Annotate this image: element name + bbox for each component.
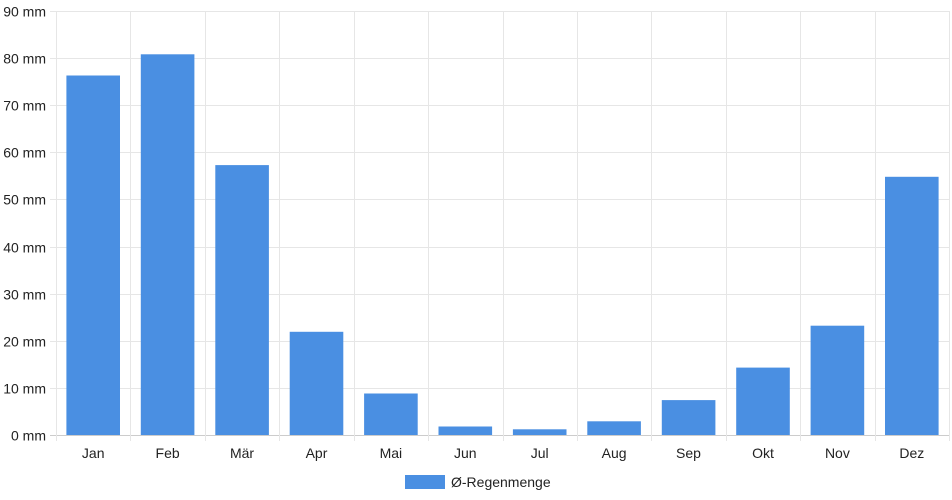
x-tick-label: Jan [82,445,105,461]
x-tick-label: Apr [306,445,328,461]
y-tick-label: 60 mm [3,145,46,161]
bar-mai[interactable] [364,393,418,436]
bar-jul[interactable] [512,429,567,435]
bar-nov[interactable] [810,325,865,435]
x-tick-label: Mai [380,445,403,461]
legend-label: Ø-Regenmenge [451,474,551,490]
x-tick-label: Dez [899,445,924,461]
x-tick-label: Jul [531,445,549,461]
bar-okt[interactable] [736,367,790,435]
bar-series [66,54,939,436]
x-tick-label: Aug [602,445,627,461]
y-tick-label: 30 mm [3,287,46,303]
y-tick-label: 0 mm [11,428,46,444]
legend-swatch [405,475,445,489]
y-tick-label: 20 mm [3,334,46,350]
x-tick-label: Sep [676,445,701,461]
x-tick-label: Feb [156,445,180,461]
bar-jun[interactable] [438,426,493,436]
y-tick-label: 40 mm [3,240,46,256]
y-tick-label: 80 mm [3,51,46,67]
y-tick-label: 90 mm [3,4,46,20]
x-axis: Jan Feb Mär Apr Mai Jun Jul Aug Sep Okt Nov Dez [82,445,924,461]
y-tick-label: 50 mm [3,192,46,208]
bar-aug[interactable] [587,421,641,435]
bar-apr[interactable] [289,331,344,435]
bar-mär[interactable] [215,165,269,435]
grid-lines [50,11,950,441]
legend[interactable]: Ø-Regenmenge [405,474,551,490]
y-tick-label: 70 mm [3,98,46,114]
bar-sep[interactable] [661,400,716,435]
bar-dez[interactable] [885,176,939,436]
y-axis: 0 mm 10 mm 20 mm 30 mm 40 mm 50 mm 60 mm 70 mm 8… [3,4,46,444]
bar-feb[interactable] [140,54,195,436]
x-tick-label: Mär [230,445,254,461]
bar-jan[interactable] [66,75,120,436]
x-tick-label: Nov [825,445,850,461]
x-tick-label: Okt [752,445,774,461]
y-tick-label: 10 mm [3,381,46,397]
x-tick-label: Jun [454,445,477,461]
